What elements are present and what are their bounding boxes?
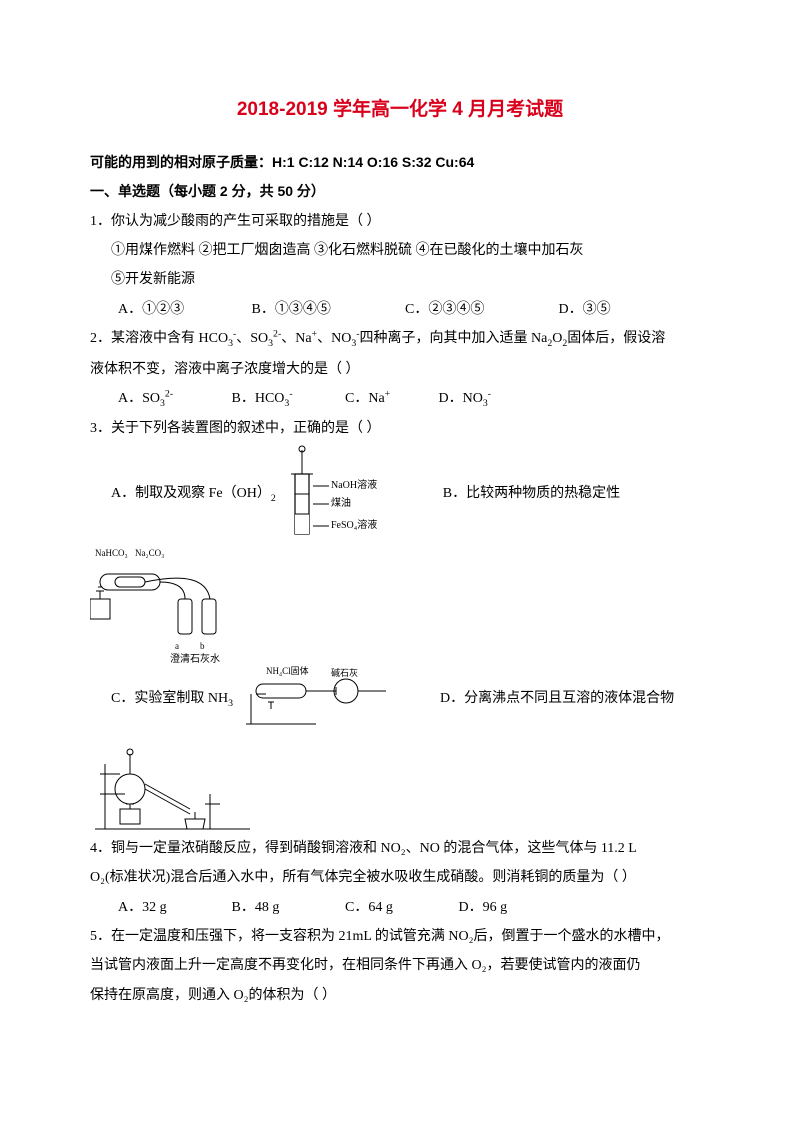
label-feso4: FeSO₄溶液 [331, 518, 377, 531]
q3-opt-a: A．制取及观察 Fe（OH）2 [111, 486, 276, 501]
label-nh4cl: NH₄Cl固体 [266, 665, 309, 676]
atomic-mass-line: 可能的用到的相对原子质量：H:1 C:12 N:14 O:16 S:32 Cu:… [90, 148, 710, 177]
svg-text:b: b [200, 641, 205, 651]
exam-title: 2018-2019 学年高一化学 4 月月考试题 [90, 90, 710, 130]
label-limewater: 澄清石灰水 [170, 652, 220, 664]
label-nahco3: NaHCO₃ [95, 548, 128, 558]
label-na2co3: Na₂CO₃ [135, 548, 164, 558]
q4-opt-a: A．32 g [118, 893, 228, 922]
q1-line2: ⑤开发新能源 [111, 265, 710, 294]
q3-opt-a-row: A．制取及观察 Fe（OH）2 NaOH溶液 煤油 FeSO₄溶液 B．比较两种… [111, 444, 710, 544]
q2-choices: A．SO32- B．HCO3- C．Na+ D．NO3- [118, 384, 710, 414]
q1-opt-c: C．②③④⑤ [405, 295, 555, 324]
q4-line1: 4．铜与一定量浓硝酸反应，得到硝酸铜溶液和 NO₂、NO 的混合气体，这些气体与… [90, 834, 710, 863]
q4-opt-b: B．48 g [232, 893, 342, 922]
q4-line2: O₂(标准状况)混合后通入水中，所有气体完全被水吸收生成硝酸。则消耗铜的质量为（… [90, 863, 710, 892]
q3-opt-b: B．比较两种物质的热稳定性 [443, 486, 620, 501]
distillation-icon [90, 734, 260, 834]
q3-opt-d: D．分离沸点不同且互溶的液体混合物 [440, 691, 674, 706]
q5-line2: 当试管内液面上升一定高度不再变化时，在相同条件下再通入 O₂，若要使试管内的液面… [90, 951, 710, 980]
q4-choices: A．32 g B．48 g C．64 g D．96 g [118, 893, 710, 922]
label-meiyou: 煤油 [331, 496, 351, 509]
label-naoh: NaOH溶液 [331, 478, 377, 491]
q5-line3: 保持在原高度，则通入 O₂的体积为（ ） [90, 981, 710, 1010]
q1-opt-d: D．③⑤ [559, 295, 611, 324]
q1-opt-a: A．①②③ [118, 295, 248, 324]
heating-setup-icon: NaHCO₃ Na₂CO₃ a b 澄清石灰水 [90, 544, 270, 664]
q2-opt-b: B．HCO3- [232, 384, 342, 414]
q4-opt-c: C．64 g [345, 893, 455, 922]
q5-line1: 5．在一定温度和压强下，将一支容积为 21mL 的试管充满 NO₂后，倒置于一个… [90, 922, 710, 951]
q2-opt-d: D．NO3- [439, 384, 492, 414]
section-heading: 一、单选题（每小题 2 分，共 50 分） [90, 177, 710, 206]
q1-opt-b: B．①③④⑤ [252, 295, 402, 324]
q3-stem: 3．关于下列各装置图的叙述中，正确的是（ ） [90, 414, 710, 443]
q1-line1: ①用煤作燃料 ②把工厂烟囱造高 ③化石燃料脱硫 ④在已酸化的土壤中加石灰 [111, 236, 710, 265]
q2-stem-line2: 液体积不变，溶液中离子浓度增大的是（ ） [90, 355, 710, 384]
nh3-prep-icon: NH₄Cl固体 碱石灰 [236, 664, 396, 734]
q2-opt-c: C．Na+ [345, 384, 435, 413]
svg-text:a: a [175, 641, 179, 651]
q1-stem: 1．你认为减少酸雨的产生可采取的措施是（ ） [90, 207, 710, 236]
q3-opt-c-row: C．实验室制取 NH3 NH₄Cl固体 碱石灰 D．分离沸点不同且互溶的液体混合… [111, 664, 710, 734]
test-tube-figure-icon: NaOH溶液 煤油 FeSO₄溶液 [279, 444, 399, 544]
q2-stem-line1: 2．某溶液中含有 HCO3-、SO32-、Na+、NO3-四种离子，向其中加入适… [90, 324, 710, 354]
q3-opt-c: C．实验室制取 NH3 [111, 691, 233, 706]
q2-opt-a: A．SO32- [118, 384, 228, 414]
q1-choices: A．①②③ B．①③④⑤ C．②③④⑤ D．③⑤ [118, 295, 710, 324]
label-jianshihui: 碱石灰 [331, 667, 358, 678]
q4-opt-d: D．96 g [459, 893, 508, 922]
